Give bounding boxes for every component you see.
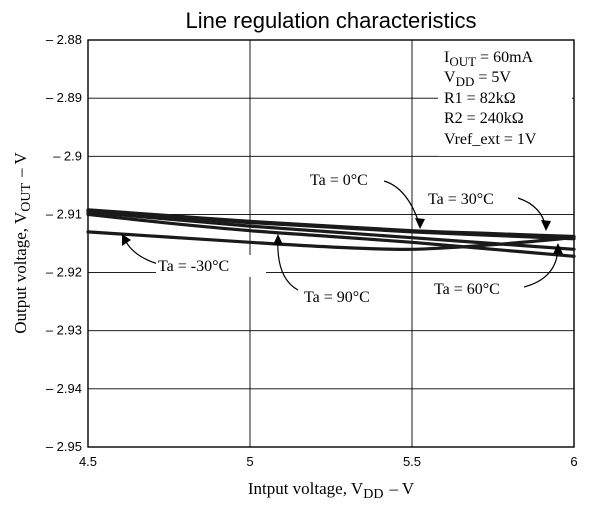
y-tick-label: – 2.93 [46, 323, 82, 338]
series-group [86, 208, 576, 258]
condition-iout: IOUT = 60mA [444, 49, 534, 69]
y-tick-label: – 2.91 [46, 206, 82, 221]
arrowhead-minus30c [122, 234, 131, 246]
x-tick-label: 4.5 [79, 454, 97, 469]
arrowhead-0c [415, 218, 425, 229]
condition-r2: R2 = 240kΩ [444, 110, 524, 127]
callout-bg-30c [426, 188, 518, 210]
callout-0c: Ta = 0°C [310, 172, 368, 189]
callout-90c: Ta = 90°C [304, 289, 370, 306]
series-line-2 [86, 209, 576, 241]
x-tick-labels: 4.5 5 5.5 6 [79, 454, 578, 469]
y-tick-label: – 2.88 [46, 32, 82, 47]
series-line-3 [86, 210, 576, 251]
series-callouts: Ta = 0°C Ta = 30°C Ta = 60°C Ta = 90°C T… [156, 168, 524, 308]
conditions-block: IOUT = 60mA VDD = 5V R1 = 82kΩ R2 = 240k… [444, 49, 537, 148]
x-axis-label: Intput voltage, VDD – V [248, 479, 415, 502]
y-tick-label: – 2.92 [46, 265, 82, 280]
y-tick-label: – 2.94 [46, 381, 82, 396]
y-axis-label: Output voltage, VOUT– V [11, 152, 34, 334]
x-tick-label: 5.5 [403, 454, 421, 469]
arrowhead-30c [541, 220, 551, 231]
callout-30c: Ta = 30°C [428, 191, 494, 208]
series-line-4 [86, 212, 576, 258]
x-tick-label: 6 [570, 454, 577, 469]
callout-bg-minus30c [156, 255, 266, 277]
leader-30c [517, 197, 547, 229]
condition-r1: R1 = 82kΩ [444, 90, 516, 107]
condition-vref: Vref_ext = 1V [444, 131, 537, 148]
y-tick-label: – 2.9 [53, 148, 82, 163]
chart-title: Line regulation characteristics [185, 8, 476, 33]
callout-minus30c: Ta = -30°C [158, 258, 229, 275]
callout-bg-0c [308, 168, 384, 190]
leader-0c [383, 180, 421, 227]
callout-bg-60c [432, 278, 524, 300]
y-tick-labels: – 2.88 – 2.89 – 2.9 – 2.91 – 2.92 – 2.93 – 2.9… [46, 32, 82, 454]
conditions-box-background [438, 42, 572, 156]
x-tick-label: 5 [246, 454, 253, 469]
arrowhead-60c [553, 243, 563, 254]
leader-minus30c [123, 237, 159, 265]
callout-leaders [122, 180, 563, 291]
callout-60c: Ta = 60°C [434, 281, 500, 298]
y-tick-label: – 2.89 [46, 90, 82, 105]
callout-bg-90c [302, 286, 394, 308]
arrowhead-90c [273, 234, 283, 245]
condition-vdd: VDD = 5V [444, 69, 511, 89]
y-tick-label: – 2.95 [46, 439, 82, 454]
plot-frame [87, 39, 575, 448]
